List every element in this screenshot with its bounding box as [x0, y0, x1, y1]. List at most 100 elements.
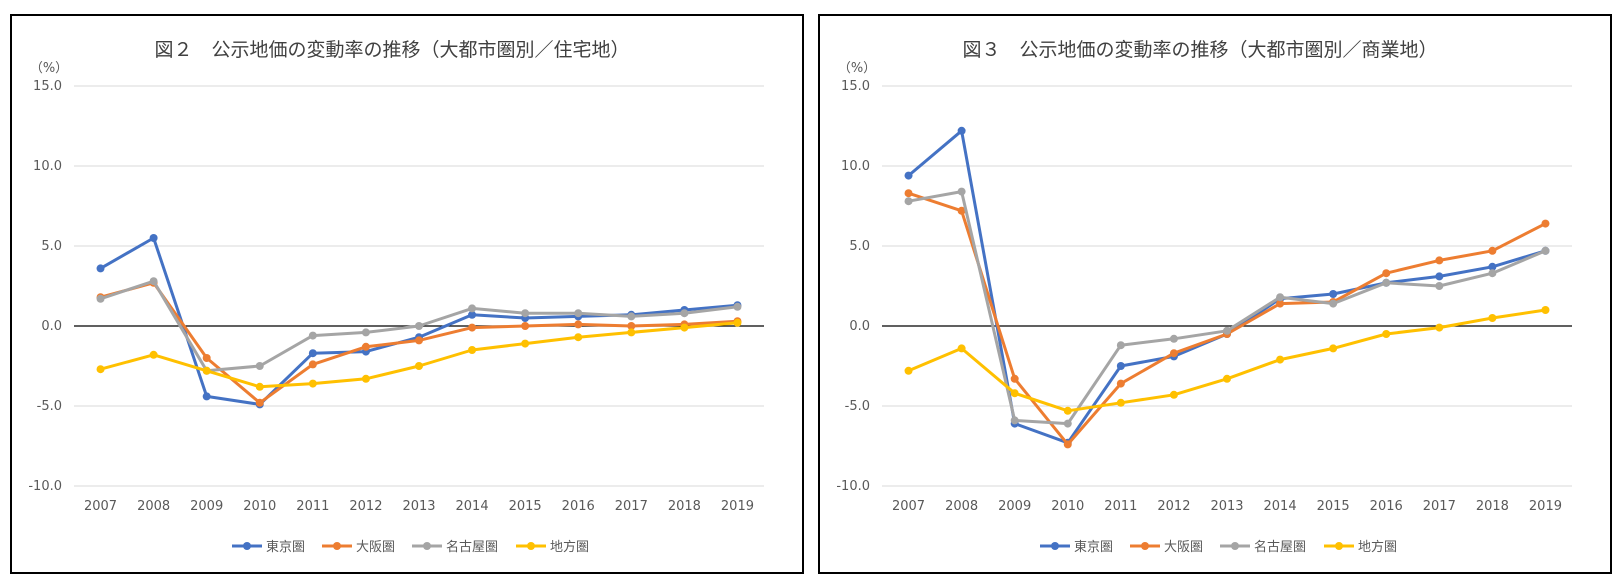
data-point-tokyo	[96, 264, 105, 273]
data-point-nagoya	[1382, 278, 1391, 287]
data-point-tokyo	[904, 171, 913, 180]
data-point-nagoya	[149, 277, 158, 286]
data-point-nagoya	[96, 294, 105, 303]
data-point-osaka	[521, 322, 530, 330]
series-line-tokyo	[99, 236, 738, 406]
data-point-osaka	[1010, 374, 1019, 383]
legend-label-nagoya: 名古屋圏	[446, 539, 498, 555]
y-tick-label: 15.0	[33, 79, 62, 94]
data-point-regional	[1223, 374, 1231, 383]
x-tick-label: 2017	[1423, 499, 1456, 514]
x-tick-label: 2018	[1476, 499, 1509, 514]
data-point-regional	[1010, 389, 1019, 398]
data-point-regional	[680, 323, 689, 332]
unit-label: （%）	[30, 61, 68, 76]
unit-label: （%）	[838, 61, 876, 76]
data-point-tokyo	[308, 349, 317, 358]
legend-marker-regional	[527, 542, 535, 550]
y-tick-label: -5.0	[845, 399, 870, 414]
data-point-regional	[361, 374, 370, 383]
data-point-tokyo	[1329, 290, 1338, 298]
y-tick-label: 0.0	[41, 319, 62, 334]
x-tick-label: 2010	[1051, 499, 1084, 514]
legend-label-osaka: 大阪圏	[356, 540, 395, 555]
x-tick-label: 2009	[998, 499, 1031, 514]
data-point-nagoya	[415, 322, 423, 330]
chart-panel-residential: 図２ 公示地価の変動率の推移（大都市圏別／住宅地） （%） 15.0 10.0 5.…	[10, 14, 804, 574]
legend-marker-regional	[1335, 542, 1343, 550]
x-tick-label: 2014	[456, 499, 489, 514]
data-point-nagoya	[1010, 416, 1019, 425]
chart-panel-commercial: 図３ 公示地価の変動率の推移（大都市圏別／商業地） （%） 15.0 10.0 5.…	[818, 14, 1612, 574]
legend-marker-osaka	[333, 542, 341, 550]
y-tick-label: 15.0	[841, 79, 870, 94]
data-point-regional	[1382, 330, 1391, 338]
x-tick-label: 2011	[1104, 499, 1137, 514]
data-point-regional	[733, 318, 742, 327]
data-point-tokyo	[202, 392, 211, 401]
y-tick-label: 10.0	[33, 159, 62, 174]
data-point-osaka	[1488, 246, 1497, 255]
x-tick-label: 2007	[84, 499, 117, 514]
data-point-osaka	[1541, 219, 1550, 228]
y-tick-label: 5.0	[41, 239, 62, 254]
x-tick-label: 2016	[1370, 499, 1403, 514]
data-point-nagoya	[1276, 293, 1285, 302]
legend-label-regional: 地方圏	[550, 539, 589, 555]
x-tick-label: 2010	[243, 499, 276, 514]
data-point-regional	[1435, 323, 1444, 332]
legend-label-osaka: 大阪圏	[1164, 540, 1203, 555]
data-point-nagoya	[1541, 246, 1550, 255]
data-point-osaka	[957, 206, 966, 215]
x-tick-label: 2017	[615, 499, 648, 514]
data-point-tokyo	[1435, 272, 1444, 281]
data-point-regional	[1276, 355, 1285, 364]
x-tick-label: 2012	[349, 499, 382, 514]
data-point-osaka	[1169, 349, 1178, 358]
chart-title: 図３ 公示地価の変動率の推移（大都市圏別／商業地）	[962, 39, 1437, 61]
legend-marker-osaka	[1141, 542, 1149, 550]
data-point-regional	[1541, 306, 1550, 314]
data-point-osaka	[415, 336, 423, 345]
data-point-regional	[1169, 390, 1178, 399]
data-point-nagoya	[680, 309, 689, 318]
data-point-osaka	[1435, 256, 1444, 265]
x-tick-label: 2015	[1317, 499, 1350, 514]
data-point-nagoya	[574, 309, 583, 318]
legend-marker-nagoya	[1231, 542, 1239, 550]
legend-label-tokyo: 東京圏	[1074, 539, 1113, 555]
data-point-nagoya	[468, 304, 477, 313]
data-point-nagoya	[1329, 299, 1338, 308]
data-point-osaka	[1276, 299, 1285, 308]
data-point-osaka	[1382, 269, 1391, 278]
data-point-nagoya	[361, 328, 370, 337]
x-tick-label: 2013	[1210, 499, 1243, 514]
data-point-osaka	[627, 322, 636, 330]
series-line-osaka	[908, 191, 1547, 446]
legend-marker-nagoya	[423, 542, 431, 550]
data-point-regional	[96, 365, 105, 374]
y-tick-label: 5.0	[849, 239, 870, 254]
data-point-tokyo	[149, 234, 158, 242]
data-point-nagoya	[733, 302, 742, 311]
data-point-regional	[521, 339, 530, 348]
data-point-nagoya	[521, 309, 530, 318]
x-tick-label: 2009	[190, 499, 223, 514]
data-point-regional	[149, 350, 158, 359]
y-tick-label: 10.0	[841, 159, 870, 174]
data-point-osaka	[255, 398, 264, 407]
data-point-osaka	[1116, 379, 1125, 388]
series-line-nagoya	[908, 190, 1547, 426]
data-point-regional	[308, 379, 317, 388]
x-tick-label: 2015	[509, 499, 542, 514]
x-tick-label: 2019	[721, 499, 754, 514]
series-line-tokyo	[907, 129, 1546, 445]
data-point-regional	[1116, 398, 1125, 407]
x-tick-label: 2014	[1264, 499, 1297, 514]
data-point-regional	[1329, 344, 1338, 353]
x-tick-label: 2008	[137, 499, 170, 514]
x-tick-label: 2007	[892, 499, 925, 514]
data-point-nagoya	[1223, 326, 1231, 335]
chart-svg-commercial: 図３ 公示地価の変動率の推移（大都市圏別／商業地） （%） 15.0 10.0 5.…	[836, 39, 1572, 555]
data-point-nagoya	[1116, 341, 1125, 350]
